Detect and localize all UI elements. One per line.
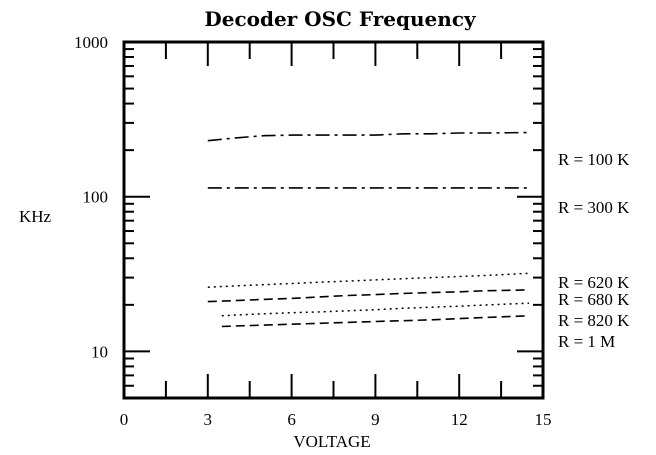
series-label: R = 100 K	[558, 150, 630, 169]
series-line	[221, 302, 530, 317]
axis-ticks	[124, 42, 543, 398]
series-line	[207, 131, 530, 142]
y-axis-label: KHz	[19, 207, 52, 226]
series-line	[221, 315, 530, 328]
series-line	[207, 289, 530, 303]
x-axis-label: VOLTAGE	[293, 432, 370, 451]
series-label: R = 680 K	[558, 290, 630, 309]
x-tick-label: 12	[451, 410, 468, 429]
x-tick-label: 0	[120, 410, 129, 429]
chart-title: Decoder OSC Frequency	[204, 7, 477, 31]
series-label: R = 620 K	[558, 273, 630, 292]
series-label: R = 300 K	[558, 198, 630, 217]
y-tick-label: 1000	[74, 33, 108, 52]
plot-frame	[122, 40, 545, 400]
x-tick-label: 6	[287, 410, 296, 429]
x-tick-label: 9	[371, 410, 380, 429]
y-tick-label: 100	[83, 188, 109, 207]
series-label: R = 820 K	[558, 311, 630, 330]
x-tick-label: 3	[204, 410, 213, 429]
y-tick-labels: 10 100 1000	[74, 33, 108, 361]
y-tick-label: 10	[91, 342, 108, 361]
series-label: R = 1 M	[558, 332, 615, 351]
x-tick-labels: 0 3 6 9 12 15	[120, 410, 552, 429]
series-labels: R = 100 K R = 300 K R = 620 KR = 680 K R = …	[558, 150, 630, 351]
series-line	[207, 272, 530, 288]
x-tick-label: 15	[535, 410, 552, 429]
series-lines	[207, 131, 530, 328]
